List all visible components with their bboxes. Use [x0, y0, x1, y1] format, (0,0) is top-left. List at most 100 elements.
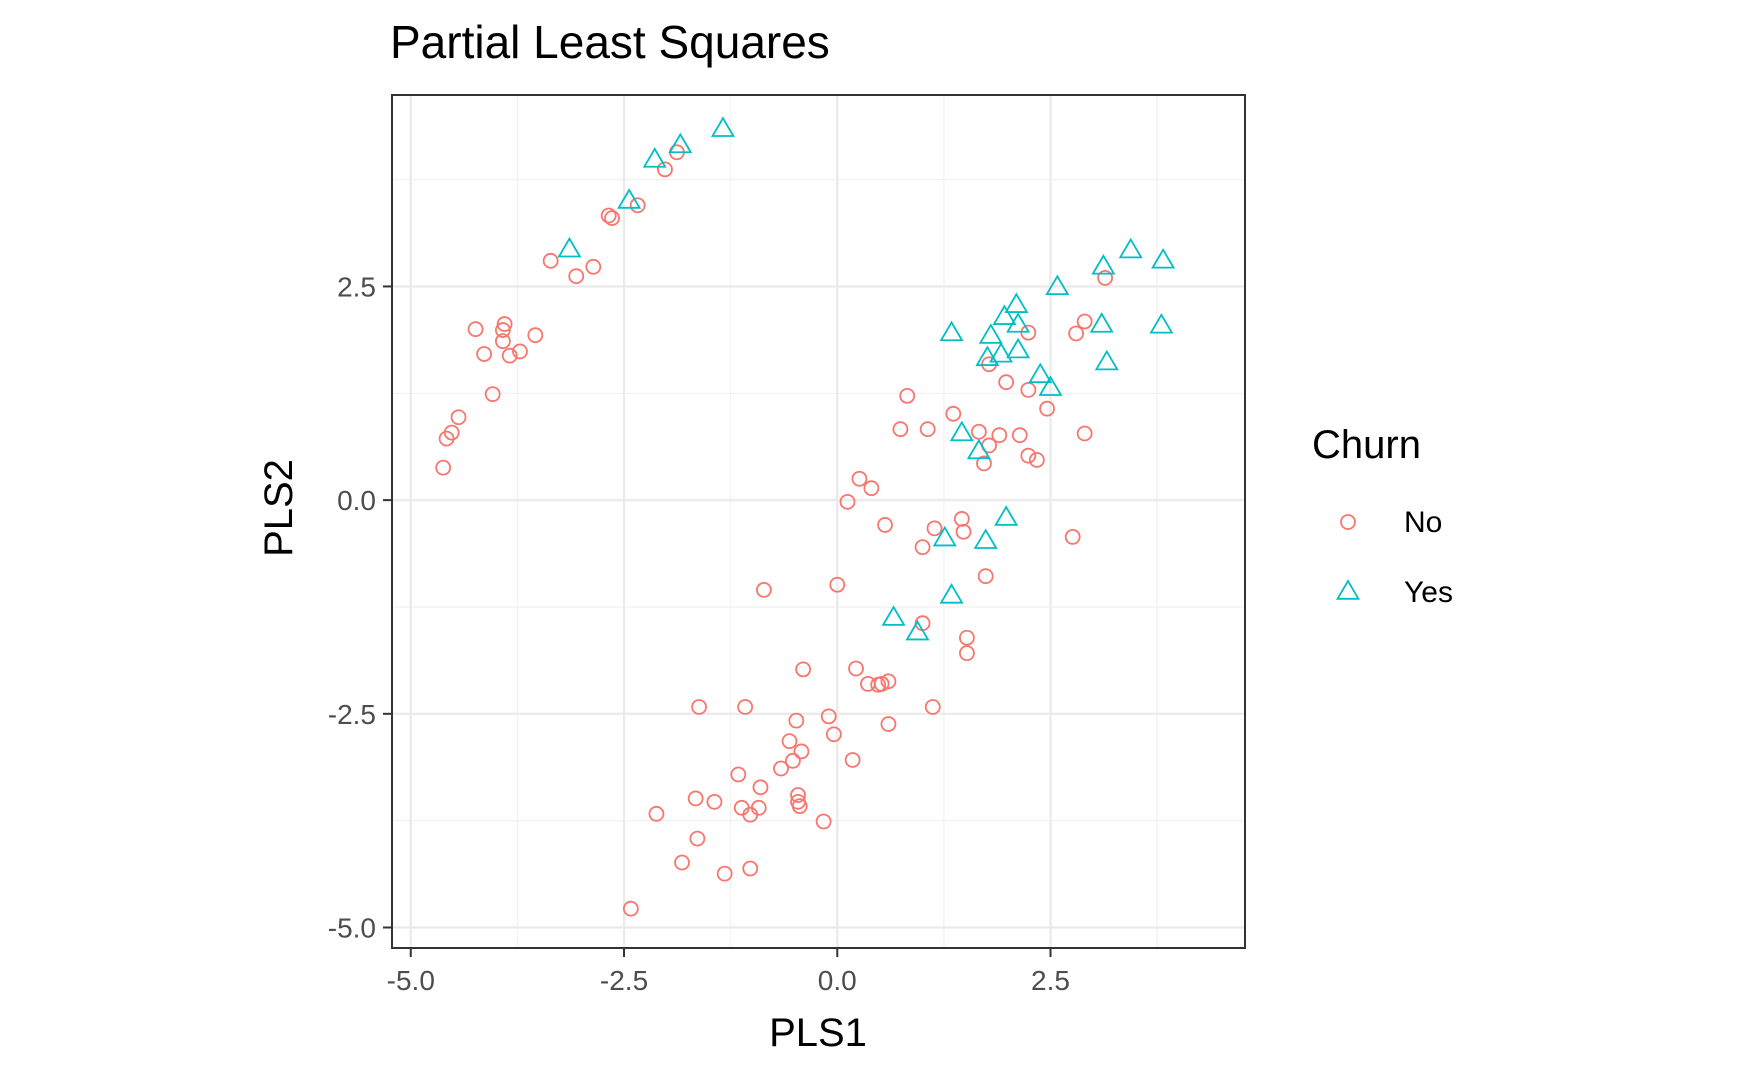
point-no [870, 676, 887, 693]
y-axis-label: PLS2 [257, 459, 301, 557]
point-no [945, 405, 962, 422]
point-no [825, 726, 842, 743]
point-no [1068, 325, 1085, 342]
point-no [1039, 400, 1056, 417]
point-no [585, 258, 602, 275]
x-axis-tick-label: 0.0 [818, 965, 857, 996]
point-no [976, 455, 992, 472]
legend: Churn No Yes [1312, 423, 1453, 609]
y-axis-tick-label: 2.5 [337, 271, 376, 302]
point-yes [617, 188, 642, 209]
point-no [706, 793, 723, 810]
grid-minor [392, 95, 1245, 948]
point-yes [939, 583, 964, 604]
point-no [467, 321, 484, 338]
point-yes [932, 525, 957, 547]
point-no [863, 480, 880, 497]
point-yes [949, 420, 974, 442]
point-no [496, 316, 513, 332]
point-no [848, 660, 864, 677]
point-no [568, 268, 585, 285]
x-axis-tick-label: 2.5 [1031, 965, 1070, 996]
y-axis-tick-label: -2.5 [328, 699, 376, 730]
legend-title: Churn [1312, 423, 1421, 467]
point-no [880, 716, 897, 732]
point-yes [1094, 349, 1119, 371]
point-no [752, 779, 769, 796]
point-no [781, 733, 798, 750]
point-no [877, 517, 893, 533]
point-yes [1028, 362, 1053, 384]
point-yes [1006, 312, 1031, 333]
point-no [773, 760, 789, 777]
point-no [919, 421, 936, 438]
point-no [926, 520, 943, 537]
x-axis-tick-label: -5.0 [387, 965, 435, 996]
point-yes [710, 116, 735, 137]
point-no [970, 423, 987, 440]
point-no [1020, 381, 1037, 398]
y-axis-tick-label: 0.0 [337, 485, 376, 516]
point-yes [1089, 312, 1114, 333]
point-no [1076, 313, 1093, 330]
point-no [1076, 425, 1093, 442]
point-no [691, 699, 707, 715]
point-yes [992, 304, 1017, 325]
point-yes [642, 147, 667, 168]
point-no [815, 813, 832, 830]
point-no [991, 427, 1008, 444]
legend-label: Yes [1404, 576, 1453, 609]
point-yes [1091, 254, 1116, 275]
point-no [450, 409, 467, 426]
point-no [959, 629, 975, 646]
grid-major [392, 95, 1245, 948]
point-no [829, 576, 846, 593]
point-no [756, 581, 772, 598]
point-yes [1045, 274, 1070, 296]
point-no [438, 430, 455, 447]
plot-panel-border [391, 94, 1246, 949]
chart-title: Partial Least Squares [390, 16, 830, 68]
point-no [687, 790, 704, 807]
point-yes [966, 438, 991, 460]
x-axis-tick-label: -2.5 [600, 965, 648, 996]
y-axis: -5.0 -2.5 0.0 2.5 [328, 271, 392, 943]
point-no [512, 343, 528, 360]
point-no [959, 645, 975, 662]
point-no [730, 766, 747, 783]
point-no [648, 805, 665, 822]
point-no [484, 386, 501, 403]
point-yes [905, 619, 930, 641]
point-no [977, 568, 994, 585]
point-no [476, 346, 493, 362]
point-no [742, 860, 759, 877]
point-no [788, 712, 805, 729]
series-yes [557, 116, 1176, 641]
point-no [892, 421, 909, 438]
point-no [542, 252, 559, 269]
point-no [955, 523, 972, 540]
point-yes [1038, 375, 1063, 396]
point-no [604, 210, 620, 226]
point-no [839, 493, 856, 510]
point-yes [1151, 248, 1176, 269]
point-no [1011, 427, 1028, 444]
point-yes [975, 345, 1000, 366]
point-no [1064, 528, 1081, 545]
point-no [785, 752, 801, 769]
point-no [851, 470, 868, 487]
x-axis: -5.0 -2.5 0.0 2.5 [387, 948, 1070, 996]
point-yes [978, 323, 1003, 344]
point-no [791, 798, 808, 815]
point-yes [994, 505, 1019, 526]
point-no [1020, 447, 1037, 464]
point-no [501, 347, 518, 364]
point-yes [973, 528, 998, 549]
point-no [742, 806, 759, 823]
point-no [880, 673, 897, 690]
legend-key-no [1340, 514, 1356, 530]
point-no [953, 511, 970, 527]
y-axis-tick-label: -5.0 [328, 912, 376, 943]
point-no [793, 743, 810, 760]
point-no [674, 854, 690, 871]
